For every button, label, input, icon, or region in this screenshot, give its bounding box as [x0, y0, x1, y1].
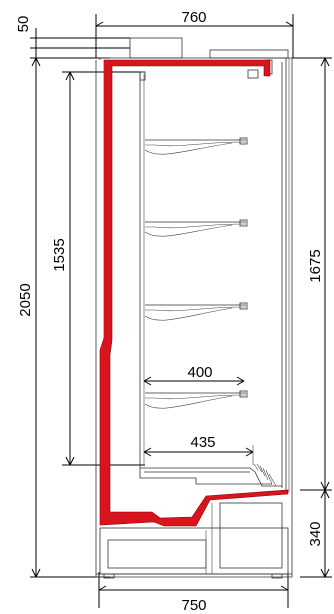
compressor-box — [219, 502, 283, 569]
canopy-box — [129, 37, 183, 59]
label-bottom-width: 750 — [181, 597, 206, 614]
shelf-1 — [144, 137, 248, 155]
label-shelf-depth-upper: 400 — [187, 364, 212, 381]
dimension-opening-height: 1675 — [292, 57, 332, 491]
label-shelf-zone: 1535 — [51, 238, 68, 271]
label-total-height: 2050 — [17, 283, 34, 316]
label-shelf-depth-lower: 435 — [190, 434, 215, 451]
top-fitting — [209, 49, 289, 59]
base-outer — [99, 527, 289, 575]
label-canopy-offset: 50 — [15, 16, 32, 33]
dimension-shelf-depth-lower: 435 — [143, 434, 254, 465]
insulation — [99, 59, 289, 527]
foot-right — [271, 573, 283, 579]
dimension-shelf-zone: 1535 — [51, 71, 145, 466]
dimension-top-width: 760 — [95, 9, 294, 58]
shelf-2 — [144, 219, 248, 237]
shelf-4 — [144, 390, 248, 409]
base-panel-left — [107, 539, 207, 569]
label-base-height: 340 — [307, 521, 324, 546]
top-light — [247, 69, 259, 79]
cabinet-body — [95, 37, 293, 578]
dimension-canopy-offset: 50 — [15, 16, 130, 58]
dimension-bottom-width: 750 — [98, 572, 289, 614]
dimension-base-height: 340 — [300, 489, 332, 578]
label-opening-height: 1675 — [307, 249, 324, 282]
deck-well — [139, 463, 282, 487]
foot-left — [103, 573, 115, 579]
dimension-shelf-depth-upper: 400 — [143, 364, 245, 386]
label-top-width: 760 — [181, 9, 206, 26]
insulation-shape — [99, 59, 289, 527]
base-unit — [96, 502, 292, 579]
outer-shell — [95, 57, 293, 578]
dimension-total-height: 2050 — [17, 57, 110, 578]
shelf-3 — [144, 302, 248, 321]
